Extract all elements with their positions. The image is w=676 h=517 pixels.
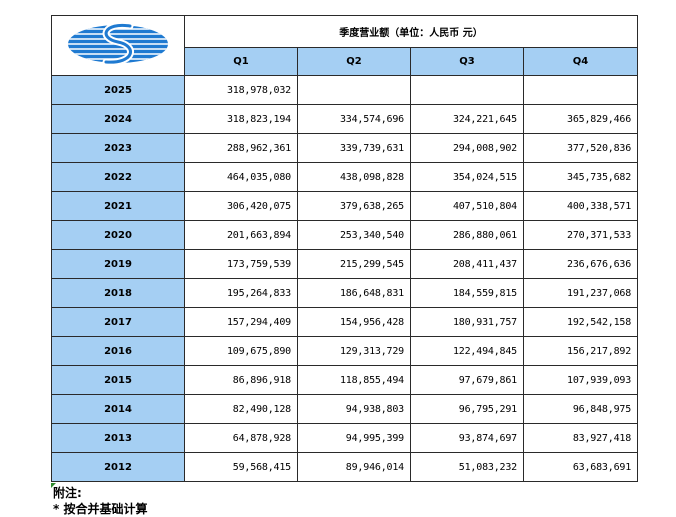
- year-cell: 2023: [51, 133, 185, 163]
- revenue-cell-q4: 63,683,691: [522, 452, 639, 482]
- revenue-cell-q4: 236,676,636: [522, 249, 639, 279]
- revenue-cell-q3: 324,221,645: [410, 104, 524, 134]
- revenue-cell-q1: 318,978,032: [184, 75, 298, 105]
- revenue-cell-q1: 306,420,075: [184, 191, 298, 221]
- revenue-cell-q4: 191,237,068: [522, 278, 639, 308]
- revenue-cell-q2: 154,956,428: [297, 307, 411, 337]
- year-cell: 2018: [51, 278, 185, 308]
- table-title: 季度营业额（单位：人民币 元）: [183, 15, 639, 48]
- revenue-cell-q2: 215,299,545: [297, 249, 411, 279]
- revenue-cell-q4: 83,927,418: [522, 423, 639, 453]
- revenue-cell-q2: 118,855,494: [297, 365, 411, 395]
- year-cell: 2021: [51, 191, 185, 221]
- table-row: 2019 173,759,539 215,299,545 208,411,437 236…: [51, 249, 639, 279]
- table-row: 2021 306,420,075 379,638,265 407,510,804 400…: [51, 191, 639, 221]
- year-cell: 2025: [51, 75, 185, 105]
- revenue-cell-q1: 173,759,539: [184, 249, 298, 279]
- revenue-cell-q4: 365,829,466: [522, 104, 639, 134]
- table-row: 2018 195,264,833 186,648,831 184,559,815 191…: [51, 278, 639, 308]
- revenue-cell-q2: 186,648,831: [297, 278, 411, 308]
- notes-line-1: * 按合并基础计算: [53, 502, 148, 516]
- table-row: 2024 318,823,194 334,574,696 324,221,645 365…: [51, 104, 639, 134]
- revenue-cell-q1: 195,264,833: [184, 278, 298, 308]
- revenue-cell-q2: 339,739,631: [297, 133, 411, 163]
- revenue-cell-q3: 96,795,291: [410, 394, 524, 424]
- revenue-cell-q1: 318,823,194: [184, 104, 298, 134]
- quarterly-revenue-table: 季度营业额（单位：人民币 元） Q1 Q2 Q3 Q4 2025 318,978,…: [51, 15, 639, 482]
- table-row: 2013 64,878,928 94,995,399 93,874,697 83,927…: [51, 423, 639, 453]
- table-row: 2025 318,978,032: [51, 75, 639, 105]
- revenue-cell-q2: 334,574,696: [297, 104, 411, 134]
- revenue-cell-q4: 192,542,158: [522, 307, 639, 337]
- table-row: 2014 82,490,128 94,938,803 96,795,291 96,848…: [51, 394, 639, 424]
- revenue-cell-q3: 97,679,861: [410, 365, 524, 395]
- revenue-cell-q1: 86,896,918: [184, 365, 298, 395]
- year-cell: 2014: [51, 394, 185, 424]
- notes-section: 附注: * 按合并基础计算: [53, 485, 147, 517]
- revenue-cell-q3: 180,931,757: [410, 307, 524, 337]
- revenue-cell-q2: 379,638,265: [297, 191, 411, 221]
- revenue-cell-q1: 59,568,415: [184, 452, 298, 482]
- year-cell: 2019: [51, 249, 185, 279]
- revenue-cell-q2: 438,098,828: [297, 162, 411, 192]
- quarter-header-row: Q1 Q2 Q3 Q4: [52, 46, 639, 77]
- table-row: 2020 201,663,894 253,340,540 286,880,061 270…: [51, 220, 639, 250]
- logo-cell: [51, 15, 185, 76]
- year-cell: 2012: [51, 452, 185, 482]
- year-cell: 2016: [51, 336, 185, 366]
- revenue-cell-q3: 93,874,697: [410, 423, 524, 453]
- revenue-cell-q1: 201,663,894: [184, 220, 298, 250]
- revenue-cell-q4: 96,848,975: [522, 394, 639, 424]
- revenue-cell-q4: 400,338,571: [522, 191, 639, 221]
- year-cell: 2017: [51, 307, 185, 337]
- revenue-cell-q3: 51,083,232: [410, 452, 524, 482]
- table-row: 2023 288,962,361 339,739,631 294,008,902 377…: [51, 133, 639, 163]
- year-cell: 2015: [51, 365, 185, 395]
- table-row: 2015 86,896,918 118,855,494 97,679,861 107,9…: [51, 365, 639, 395]
- table-row: 2016 109,675,890 129,313,729 122,494,845 156…: [51, 336, 639, 366]
- revenue-cell-q3: [410, 75, 524, 105]
- table-header-row: 季度营业额（单位：人民币 元）: [51, 15, 639, 76]
- revenue-cell-q4: 270,371,533: [522, 220, 639, 250]
- quarter-header-q4: Q4: [522, 46, 639, 77]
- year-cell: 2024: [51, 104, 185, 134]
- quarter-header-q2: Q2: [297, 46, 411, 77]
- table-row: 2012 59,568,415 89,946,014 51,083,232 63,683…: [51, 452, 639, 482]
- revenue-cell-q1: 82,490,128: [184, 394, 298, 424]
- revenue-cell-q4: 107,939,093: [522, 365, 639, 395]
- quarter-header-q1: Q1: [184, 46, 298, 77]
- revenue-cell-q2: 94,938,803: [297, 394, 411, 424]
- revenue-cell-q4: 345,735,682: [522, 162, 639, 192]
- revenue-cell-q3: 208,411,437: [410, 249, 524, 279]
- quarter-header-q3: Q3: [410, 46, 524, 77]
- cell-corner-marker: [51, 483, 56, 488]
- revenue-cell-q2: 94,995,399: [297, 423, 411, 453]
- revenue-cell-q1: 288,962,361: [184, 133, 298, 163]
- revenue-cell-q3: 294,008,902: [410, 133, 524, 163]
- revenue-cell-q2: 89,946,014: [297, 452, 411, 482]
- year-cell: 2013: [51, 423, 185, 453]
- revenue-cell-q3: 122,494,845: [410, 336, 524, 366]
- revenue-cell-q2: 253,340,540: [297, 220, 411, 250]
- revenue-cell-q1: 464,035,080: [184, 162, 298, 192]
- table-row: 2022 464,035,080 438,098,828 354,024,515 345…: [51, 162, 639, 192]
- notes-label: 附注:: [53, 486, 82, 500]
- revenue-cell-q1: 64,878,928: [184, 423, 298, 453]
- revenue-cell-q3: 184,559,815: [410, 278, 524, 308]
- revenue-cell-q3: 286,880,061: [410, 220, 524, 250]
- revenue-cell-q4: [522, 75, 639, 105]
- revenue-cell-q4: 377,520,836: [522, 133, 639, 163]
- revenue-cell-q2: [297, 75, 411, 105]
- revenue-cell-q1: 109,675,890: [184, 336, 298, 366]
- revenue-cell-q4: 156,217,892: [522, 336, 639, 366]
- year-cell: 2022: [51, 162, 185, 192]
- revenue-cell-q3: 354,024,515: [410, 162, 524, 192]
- company-s-logo-icon: [68, 21, 168, 66]
- revenue-cell-q1: 157,294,409: [184, 307, 298, 337]
- table-row: 2017 157,294,409 154,956,428 180,931,757 192…: [51, 307, 639, 337]
- revenue-cell-q3: 407,510,804: [410, 191, 524, 221]
- revenue-cell-q2: 129,313,729: [297, 336, 411, 366]
- year-cell: 2020: [51, 220, 185, 250]
